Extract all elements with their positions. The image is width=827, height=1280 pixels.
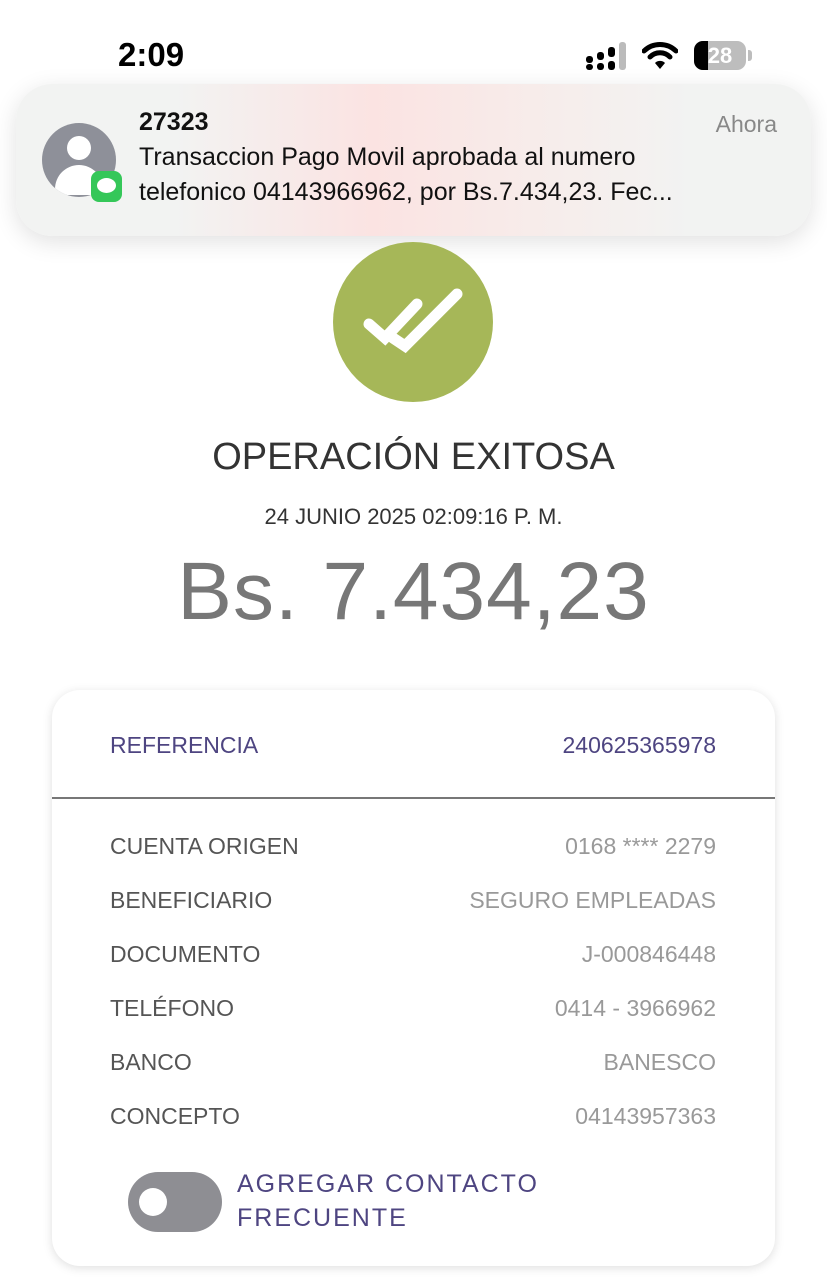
notification-body-line1: Transaccion Pago Movil aprobada al numer… [139,143,636,171]
notification-sender: 27323 [139,108,209,136]
messages-app-icon [91,171,122,202]
detail-label: CUENTA ORIGEN [110,833,299,859]
notification-body-line2: telefonico 04143966962, por Bs.7.434,23.… [139,178,673,206]
reference-value: 240625365978 [562,732,717,758]
detail-label: DOCUMENTO [110,941,261,967]
cellular-signal-icon [586,42,626,70]
detail-value: 0414 - 3966962 [554,995,716,1021]
reference-label: REFERENCIA [110,732,259,758]
notification-time: Ahora [715,111,777,137]
divider [52,797,775,799]
detail-value: J-000846448 [581,941,716,967]
toggle-label-line2: FRECUENTE [237,1204,408,1232]
toggle-label-line1: AGREGAR CONTACTO [237,1170,539,1198]
transaction-amount: Bs. 7.434,23 [177,546,650,637]
detail-value: 0168 **** 2279 [565,833,716,859]
detail-label: CONCEPTO [110,1103,240,1129]
detail-label: BANCO [110,1049,192,1075]
detail-label: TELÉFONO [110,995,234,1021]
wifi-icon [642,42,678,69]
detail-value: BANESCO [603,1049,716,1075]
detail-value: SEGURO EMPLEADAS [469,887,716,913]
status-time: 2:09 [118,36,185,73]
frequent-contact-toggle[interactable] [128,1172,222,1232]
battery-tip [748,50,752,61]
details-card [52,690,775,1266]
detail-label: BENEFICIARIO [110,887,273,913]
sms-notification[interactable] [16,84,811,236]
battery-icon: 28 [694,41,746,70]
transaction-date: 24 JUNIO 2025 02:09:16 P. M. [264,504,563,529]
battery-level: 28 [707,43,733,68]
detail-value: 04143957363 [575,1103,716,1129]
result-title: OPERACIÓN EXITOSA [212,436,615,478]
success-check-icon [333,242,493,402]
contact-avatar-icon [42,123,116,197]
